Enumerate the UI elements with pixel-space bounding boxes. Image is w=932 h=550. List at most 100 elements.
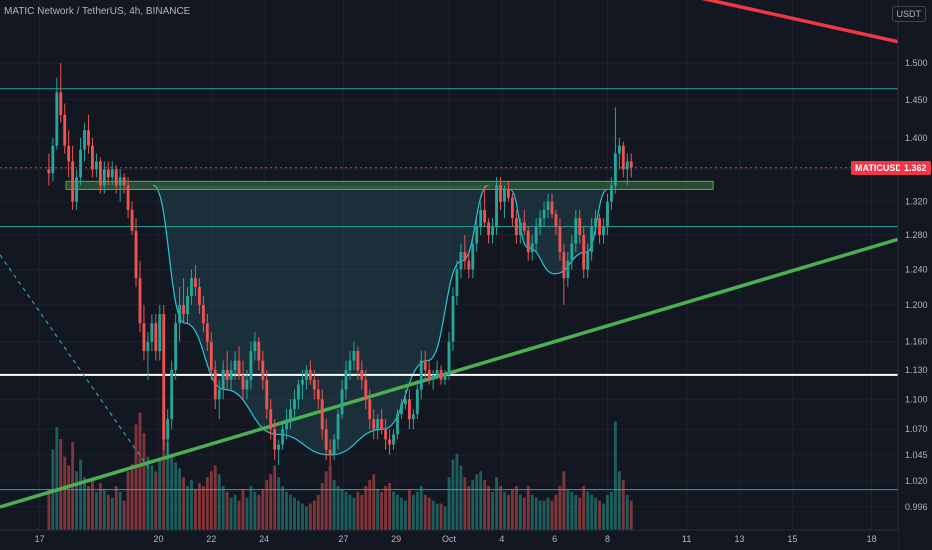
currency-badge[interactable]: USDT — [891, 6, 926, 22]
volume-bar — [316, 494, 320, 530]
price-tick-label: 1.200 — [905, 300, 928, 310]
volume-bar — [308, 503, 312, 530]
volume-bar — [439, 503, 443, 530]
volume-bar — [265, 480, 269, 530]
time-tick-label: 18 — [867, 534, 877, 544]
candle-body — [170, 370, 174, 420]
volume-bar — [546, 497, 550, 530]
volume-bar — [182, 477, 185, 530]
volume-bar — [499, 485, 502, 530]
candle-body — [526, 230, 530, 253]
candle-body — [249, 351, 253, 380]
candle-body — [293, 399, 296, 410]
volume-bar — [352, 497, 356, 530]
volume-bar — [372, 474, 376, 530]
volume-bar — [384, 485, 388, 530]
volume-bar — [340, 488, 344, 530]
volume-bar — [419, 485, 423, 530]
volume-bar — [122, 500, 126, 530]
descending-trendline — [701, 0, 899, 44]
volume-bar — [233, 494, 237, 530]
volume-bar — [491, 491, 495, 530]
volume-bar — [447, 477, 451, 530]
candle-body — [320, 399, 324, 430]
volume-bar — [83, 477, 86, 530]
candle-body — [503, 189, 506, 202]
volume-bar — [598, 500, 601, 530]
candle-body — [344, 370, 348, 390]
candle-body — [419, 360, 423, 390]
volume-bar — [518, 494, 522, 530]
candle-body — [491, 226, 495, 236]
volume-bar — [205, 477, 209, 530]
candle-body — [87, 130, 90, 146]
volume-bar — [170, 453, 174, 530]
candle-body — [209, 341, 213, 371]
volume-bar — [534, 497, 538, 530]
volume-bar — [289, 494, 292, 530]
volume-bar — [376, 488, 380, 530]
candle-body — [114, 169, 118, 186]
volume-bar — [320, 483, 324, 530]
volume-bar — [594, 497, 598, 530]
candle-body — [197, 287, 201, 305]
candle-body — [126, 185, 130, 210]
volume-bar — [344, 491, 348, 530]
volume-bar — [625, 494, 629, 530]
candle-body — [217, 389, 221, 400]
volume-bar — [63, 456, 67, 530]
volume-bar — [324, 471, 328, 530]
volume-bar — [586, 491, 590, 530]
volume-bar — [190, 480, 193, 530]
volume-bar — [293, 497, 296, 530]
candle-body — [67, 145, 71, 162]
candle-body — [356, 351, 360, 371]
candle-body — [388, 439, 391, 445]
candle-body — [392, 434, 395, 445]
volume-bar — [273, 465, 277, 530]
time-axis[interactable]: 17 20 22 24 27 29 Oct 4 6 8 11 13 15 18 — [0, 529, 898, 550]
candle-body — [384, 429, 388, 440]
time-axis-bg — [0, 530, 898, 550]
candle-body — [376, 419, 380, 430]
candle-body — [586, 252, 590, 270]
candle-body — [158, 314, 162, 352]
candle-body — [106, 169, 110, 178]
candle-body — [122, 177, 126, 186]
candle-body — [194, 278, 197, 288]
candle-body — [166, 419, 170, 440]
candle-body — [495, 185, 498, 227]
volume-bar — [360, 494, 364, 530]
volume-bar — [87, 485, 90, 530]
candle-body — [554, 214, 558, 227]
volume-bar — [621, 480, 625, 530]
volume-bar — [617, 471, 621, 530]
time-tick-label: 24 — [259, 534, 269, 544]
volume-bar — [526, 485, 530, 530]
volume-bar — [443, 506, 447, 530]
time-tick-label: Oct — [442, 534, 457, 544]
price-tick-label: 1.500 — [905, 58, 928, 68]
volume-bar — [126, 471, 130, 530]
candle-body — [190, 278, 193, 296]
candle-body — [562, 252, 566, 279]
time-tick-label: 22 — [206, 534, 216, 544]
candle-body — [451, 295, 455, 342]
price-axis[interactable]: 1.5001.4501.4001.3601.3201.2801.2401.200… — [897, 0, 932, 550]
last-price-tag: 1.362 — [900, 160, 931, 175]
volume-bar — [479, 471, 483, 530]
volume-bar — [257, 494, 261, 530]
candle-body — [51, 145, 55, 174]
volume-bar — [114, 485, 118, 530]
candle-body — [237, 360, 241, 375]
candle-body — [174, 323, 178, 371]
candle-body — [265, 379, 269, 410]
candle-body — [372, 419, 376, 430]
candle-body — [312, 379, 316, 390]
volume-bar — [285, 491, 288, 530]
volume-bar — [312, 500, 316, 530]
volume-bar — [566, 488, 570, 530]
candle-body — [396, 414, 399, 435]
candle-body — [55, 92, 59, 146]
